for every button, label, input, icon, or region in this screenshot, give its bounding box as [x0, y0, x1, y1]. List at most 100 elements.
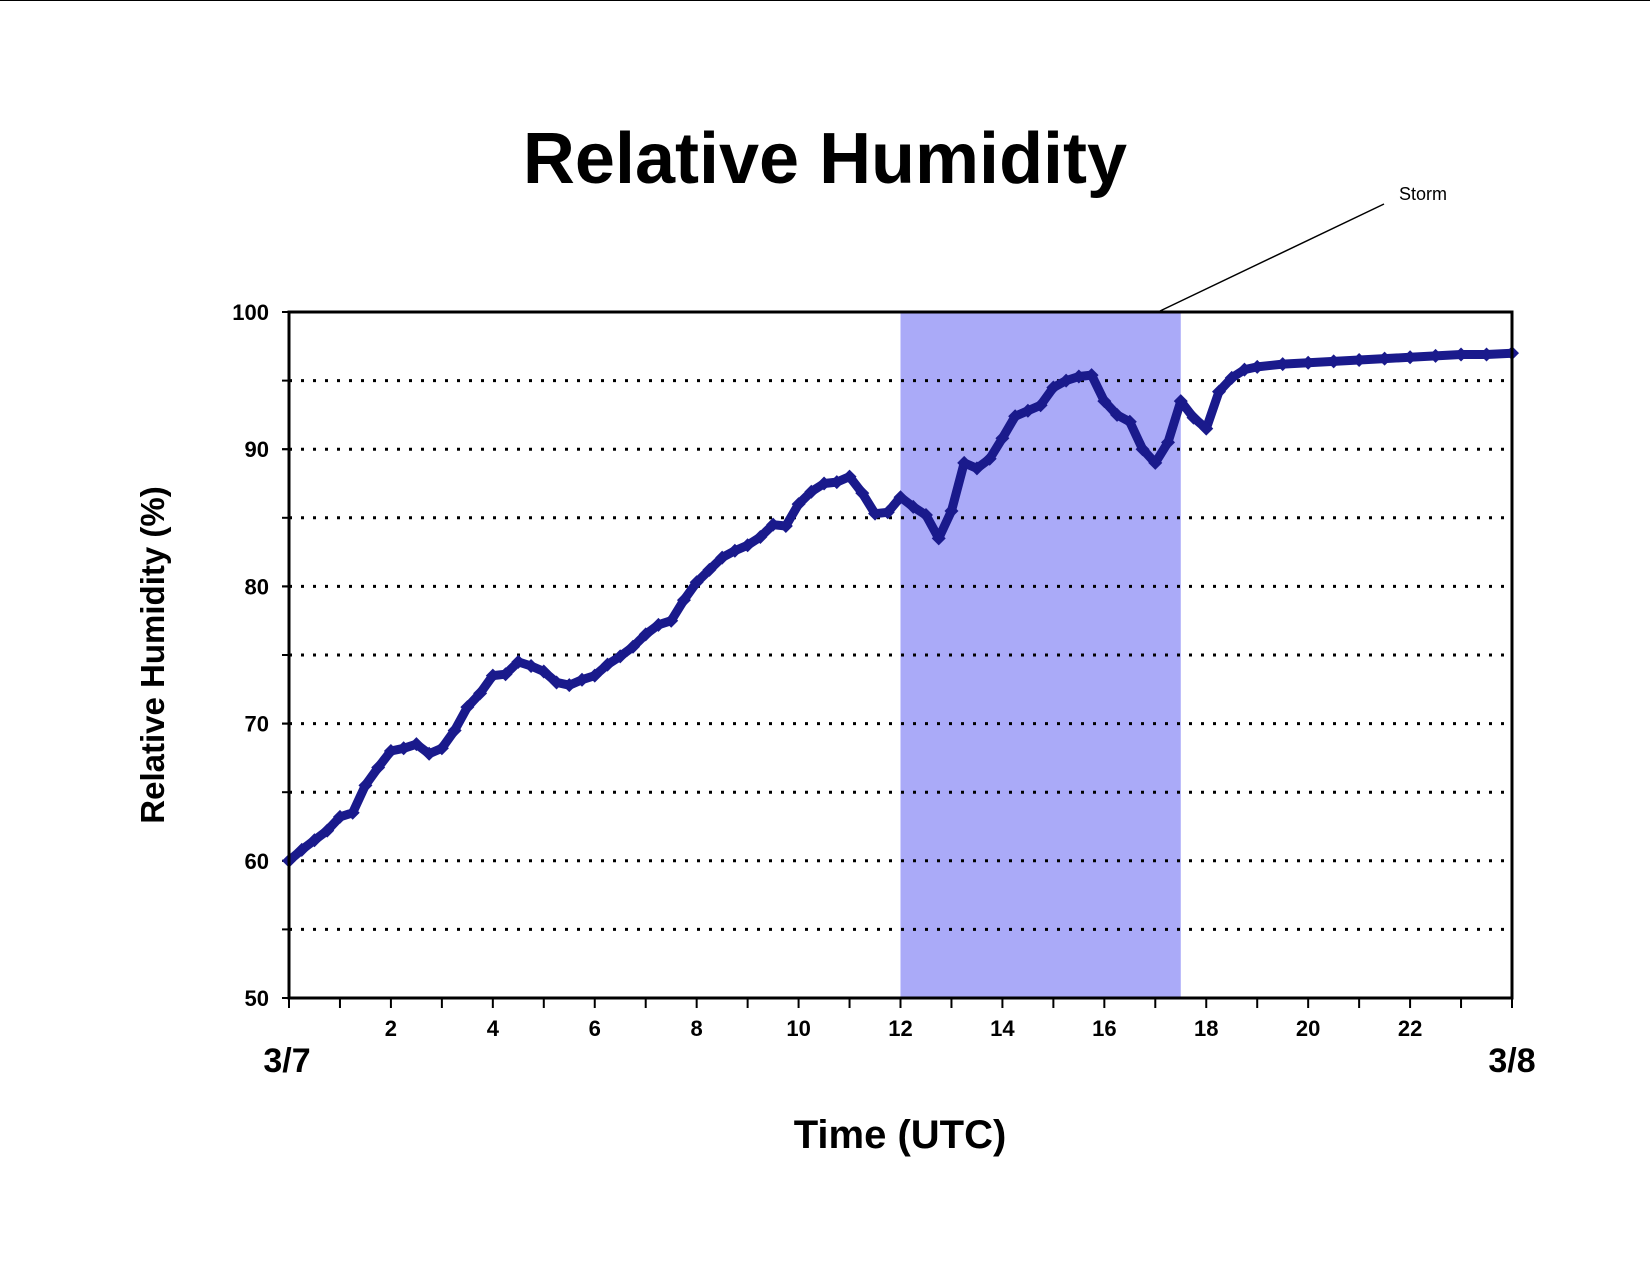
data-point-marker — [842, 469, 857, 484]
data-point-marker — [1479, 347, 1494, 362]
data-point-marker — [1059, 373, 1074, 388]
data-point-marker — [1071, 369, 1086, 384]
date-label-start: 3/7 — [263, 1042, 310, 1080]
data-point-marker — [982, 451, 997, 466]
data-point-marker — [575, 672, 590, 687]
x-tick-label: 10 — [786, 1016, 810, 1041]
data-point-marker — [1008, 409, 1023, 424]
data-point-marker — [638, 627, 653, 642]
y-tick-label: 60 — [245, 849, 269, 874]
data-point-marker — [434, 741, 449, 756]
data-point-marker — [1020, 403, 1035, 418]
data-point-marker — [855, 486, 870, 501]
data-point-marker — [1122, 414, 1137, 429]
data-point-marker — [753, 530, 768, 545]
data-point-marker — [651, 617, 666, 632]
y-tick-label: 80 — [245, 574, 269, 599]
data-point-marker — [778, 519, 793, 534]
data-point-marker — [1110, 407, 1125, 422]
data-point-marker — [1237, 362, 1252, 377]
data-point-marker — [906, 499, 921, 514]
data-point-marker — [702, 562, 717, 577]
x-tick-label: 16 — [1092, 1016, 1116, 1041]
x-tick-label: 2 — [385, 1016, 397, 1041]
data-point-marker — [549, 675, 564, 690]
data-point-marker — [1377, 351, 1392, 366]
data-point-marker — [524, 658, 539, 673]
data-point-marker — [1403, 350, 1418, 365]
data-point-marker — [562, 678, 577, 693]
data-point-marker — [383, 744, 398, 759]
data-point-marker — [829, 475, 844, 490]
data-point-marker — [1097, 394, 1112, 409]
data-point-marker — [345, 805, 360, 820]
x-tick-label: 12 — [888, 1016, 912, 1041]
data-point-marker — [371, 760, 386, 775]
data-point-marker — [689, 575, 704, 590]
data-point-marker — [791, 497, 806, 512]
data-point-marker — [868, 506, 883, 521]
data-point-marker — [396, 741, 411, 756]
data-point-marker — [1135, 442, 1150, 457]
data-point-marker — [613, 649, 628, 664]
data-point-marker — [995, 431, 1010, 446]
data-point-marker — [307, 833, 322, 848]
data-point-marker — [664, 613, 679, 628]
data-point-marker — [625, 639, 640, 654]
data-point-marker — [1454, 347, 1469, 362]
data-point-marker — [1148, 455, 1163, 470]
data-point-marker — [918, 508, 933, 523]
data-point-marker — [536, 664, 551, 679]
top-border-line — [0, 0, 1650, 1]
data-point-marker — [511, 654, 526, 669]
data-point-marker — [1301, 355, 1316, 370]
x-tick-label: 8 — [691, 1016, 703, 1041]
data-point-marker — [320, 823, 335, 838]
x-tick-label: 18 — [1194, 1016, 1218, 1041]
data-point-marker — [1352, 353, 1367, 368]
data-point-marker — [587, 668, 602, 683]
storm-annotation: Storm — [1399, 184, 1447, 204]
data-point-marker — [600, 657, 615, 672]
data-point-marker — [880, 505, 895, 520]
data-point-marker — [804, 484, 819, 499]
data-point-marker — [358, 778, 373, 793]
data-point-marker — [1173, 394, 1188, 409]
x-tick-label: 14 — [990, 1016, 1015, 1041]
x-tick-label: 6 — [589, 1016, 601, 1041]
data-point-marker — [460, 700, 475, 715]
date-label-end: 3/8 — [1488, 1042, 1535, 1080]
data-point-marker — [931, 531, 946, 546]
data-point-marker — [727, 543, 742, 558]
data-point-marker — [1199, 421, 1214, 436]
data-point-marker — [1211, 384, 1226, 399]
data-point-marker — [817, 476, 832, 491]
data-point-marker — [676, 593, 691, 608]
data-point-marker — [409, 737, 424, 752]
y-tick-label: 70 — [245, 712, 269, 737]
data-point-marker — [485, 668, 500, 683]
data-point-marker — [715, 550, 730, 565]
data-point-marker — [893, 490, 908, 505]
data-point-marker — [332, 809, 347, 824]
data-point-marker — [447, 723, 462, 738]
data-point-marker — [1275, 357, 1290, 372]
data-point-marker — [422, 746, 437, 761]
storm-callout-line — [1159, 203, 1385, 312]
data-point-marker — [1250, 359, 1265, 374]
x-axis-label: Time (UTC) — [794, 1113, 1007, 1157]
x-tick-label: 22 — [1398, 1016, 1422, 1041]
data-point-marker — [969, 461, 984, 476]
data-point-marker — [1084, 368, 1099, 383]
x-tick-label: 4 — [487, 1016, 500, 1041]
data-point-marker — [294, 842, 309, 857]
data-point-marker — [1224, 370, 1239, 385]
data-point-marker — [1428, 348, 1443, 363]
data-point-marker — [473, 686, 488, 701]
data-point-marker — [957, 455, 972, 470]
data-point-marker — [944, 503, 959, 518]
data-point-marker — [498, 667, 513, 682]
data-point-marker — [1161, 435, 1176, 450]
y-tick-label: 50 — [245, 986, 269, 1011]
